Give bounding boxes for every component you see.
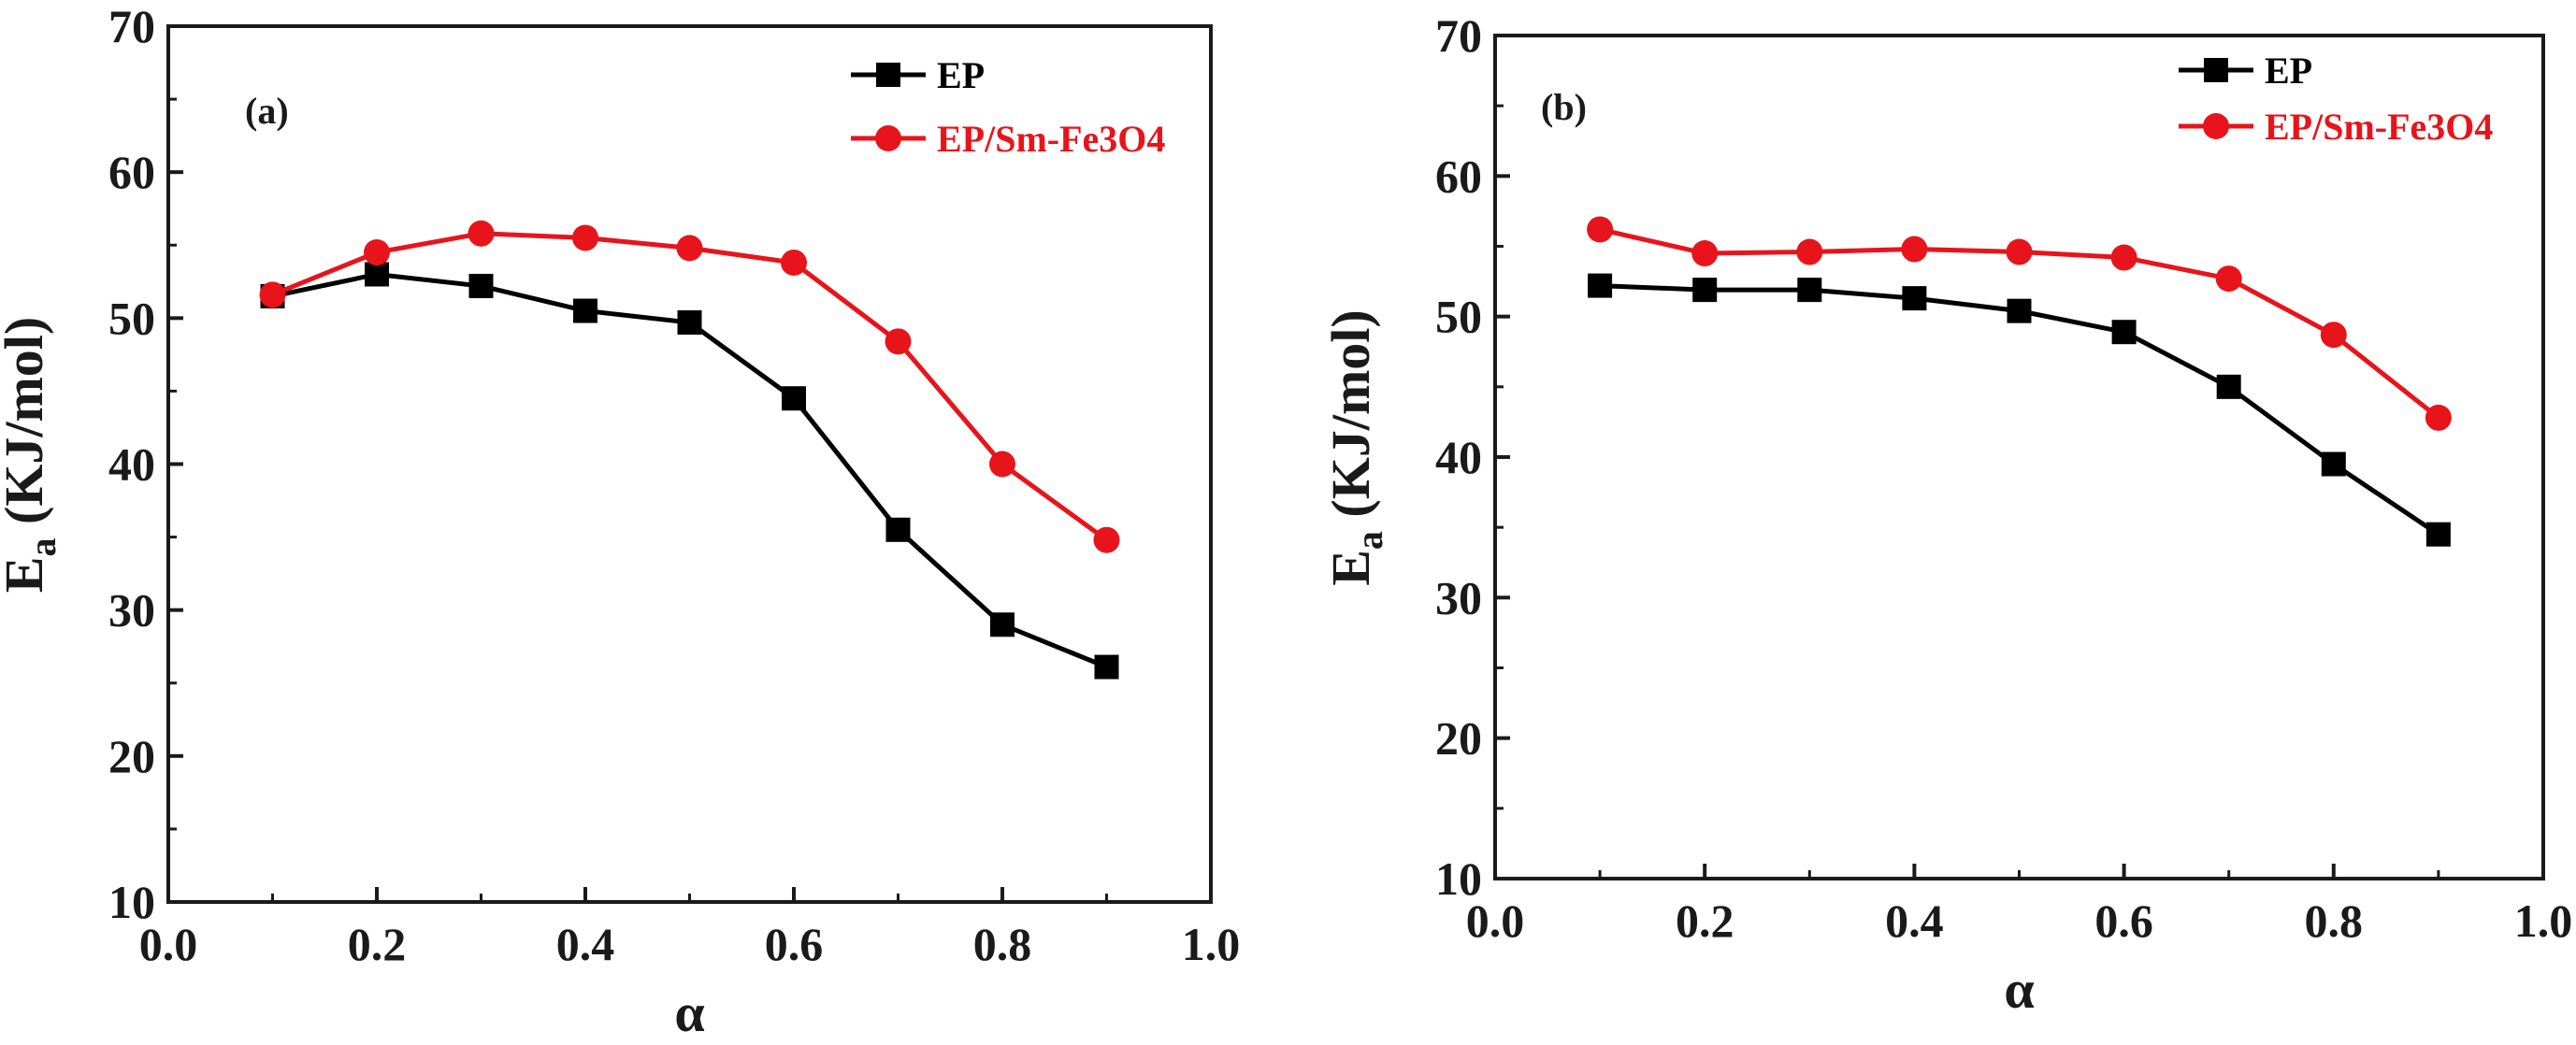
x-tick-label: 0.6 [765, 918, 824, 970]
data-point-ep [1588, 273, 1613, 298]
data-point-ep-sm-fe3o4 [468, 220, 495, 247]
data-point-ep [2321, 451, 2346, 477]
legend-label-ep-sm-fe3o4: EP/Sm-Fe3O4 [937, 118, 1165, 160]
legend-marker-ep-sm-fe3o4 [875, 125, 901, 151]
data-point-ep-sm-fe3o4 [572, 224, 598, 251]
data-point-ep [1094, 654, 1119, 680]
y-tick-label: 40 [1435, 431, 1482, 483]
data-point-ep-sm-fe3o4 [989, 451, 1015, 478]
data-point-ep [573, 298, 597, 323]
data-point-ep [1692, 278, 1718, 303]
y-tick-label: 50 [1435, 291, 1482, 343]
data-point-ep [2007, 298, 2032, 323]
x-tick-label: 0.4 [1885, 895, 1944, 947]
y-tick-label: 10 [108, 876, 155, 928]
y-tick-label: 20 [108, 730, 155, 782]
y-tick-label: 30 [1435, 571, 1482, 623]
y-tick-label: 20 [1435, 712, 1482, 765]
y-axis-label-subscript: a [1348, 531, 1390, 550]
legend-marker-ep [2204, 58, 2228, 82]
data-point-ep-sm-fe3o4 [2320, 322, 2347, 349]
x-tick-label: 0.0 [1466, 895, 1525, 947]
data-point-ep [677, 310, 702, 336]
data-point-ep-sm-fe3o4 [1093, 526, 1120, 553]
y-axis-label-main: E [0, 557, 54, 594]
data-point-ep-sm-fe3o4 [2006, 238, 2033, 265]
y-axis-label: Ea (KJ/mol) [1320, 309, 1390, 585]
x-tick-label: 0.8 [2305, 895, 2364, 947]
y-tick-label: 70 [108, 0, 155, 52]
data-point-ep-sm-fe3o4 [2215, 265, 2242, 293]
data-point-ep-sm-fe3o4 [1796, 238, 1823, 265]
data-point-ep-sm-fe3o4 [259, 281, 286, 308]
x-axis-label: α [674, 982, 704, 1040]
legend-marker-ep-sm-fe3o4 [2203, 113, 2229, 139]
legend-label-ep: EP [2265, 50, 2312, 92]
data-point-ep [365, 262, 389, 287]
y-axis-label-unit: (KJ/mol) [0, 317, 54, 538]
panel-label: (b) [1541, 86, 1587, 128]
data-point-ep-sm-fe3o4 [676, 235, 703, 262]
x-tick-label: 0.8 [973, 918, 1032, 970]
data-point-ep [2216, 374, 2241, 399]
y-tick-label: 40 [108, 438, 155, 491]
data-point-ep [990, 612, 1015, 637]
y-axis-label-main: E [1320, 550, 1381, 586]
data-point-ep-sm-fe3o4 [364, 239, 390, 266]
data-point-ep [2425, 522, 2451, 547]
data-point-ep-sm-fe3o4 [885, 328, 912, 355]
x-tick-label: 0.0 [139, 918, 198, 970]
data-point-ep-sm-fe3o4 [1901, 236, 1928, 263]
legend-label-ep-sm-fe3o4: EP/Sm-Fe3O4 [2265, 106, 2493, 148]
legend-marker-ep [876, 63, 900, 87]
data-point-ep-sm-fe3o4 [2425, 404, 2452, 431]
data-point-ep-sm-fe3o4 [2110, 244, 2137, 271]
y-tick-label: 10 [1435, 852, 1482, 905]
x-axis-label: α [2004, 959, 2034, 1020]
y-tick-label: 50 [108, 292, 155, 344]
y-axis-label: Ea (KJ/mol) [0, 317, 64, 593]
x-tick-label: 1.0 [1182, 918, 1241, 970]
y-axis-label-unit: (KJ/mol) [1320, 309, 1381, 531]
y-tick-label: 30 [108, 584, 155, 637]
data-point-ep [782, 386, 806, 411]
x-tick-label: 0.2 [348, 918, 407, 970]
data-point-ep [2111, 320, 2137, 345]
x-tick-label: 0.6 [2094, 895, 2153, 947]
y-tick-label: 70 [1435, 9, 1482, 62]
data-point-ep [885, 517, 911, 542]
series-line-ep-sm-fe3o4 [271, 231, 1108, 542]
data-point-ep [468, 273, 494, 298]
plot-frame [1493, 34, 2545, 880]
data-point-ep-sm-fe3o4 [781, 249, 807, 276]
x-tick-label: 0.2 [1676, 895, 1734, 947]
data-point-ep [1797, 278, 1822, 303]
panel-label: (a) [245, 90, 289, 132]
y-tick-label: 60 [108, 146, 155, 198]
chart-panel-b: 0.0 0.2 0.4 0.6 0.8 1.0 10 20 30 40 50 60 70 α Ea (KJ/… [1320, 9, 2572, 1020]
x-tick-label: 0.4 [556, 918, 615, 970]
legend-label-ep: EP [937, 54, 985, 96]
data-point-ep-sm-fe3o4 [1691, 240, 1719, 267]
data-point-ep-sm-fe3o4 [1587, 216, 1614, 243]
y-tick-label: 60 [1435, 150, 1482, 202]
x-tick-label: 1.0 [2514, 895, 2573, 947]
chart-panel-a: 0.0 0.2 0.4 0.6 0.8 1.0 10 20 30 40 50 60 70 α Ea (KJ/… [0, 0, 1241, 1043]
y-axis-label-subscript: a [22, 538, 64, 557]
data-point-ep [1902, 286, 1927, 311]
